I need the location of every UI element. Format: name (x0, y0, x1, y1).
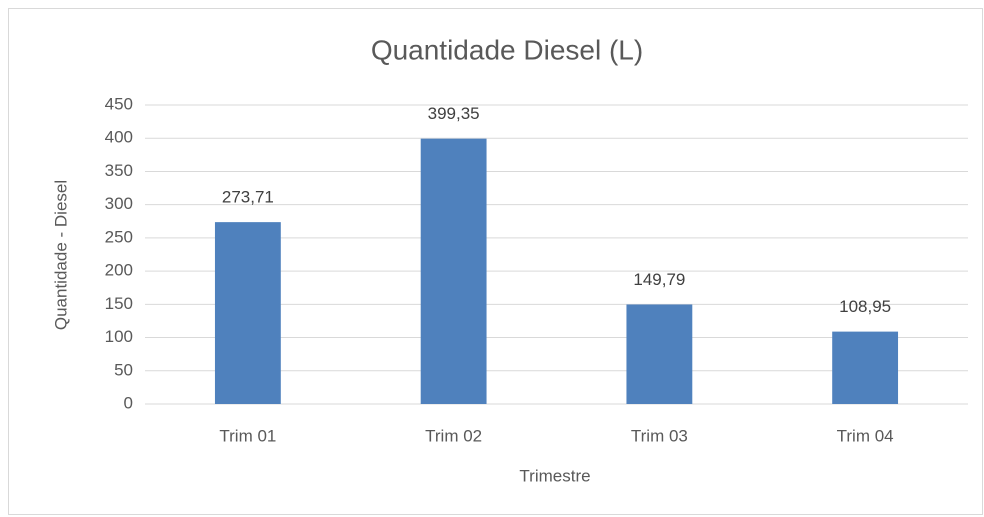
data-label: 108,95 (839, 297, 891, 316)
chart-border (8, 8, 983, 515)
data-label: 399,35 (428, 104, 480, 123)
y-axis-title: Quantidade - Diesel (51, 180, 70, 330)
bar (420, 138, 487, 404)
y-tick-label: 250 (105, 227, 133, 246)
chart-title: Quantidade Diesel (L) (371, 34, 643, 65)
x-tick-label: Trim 03 (631, 426, 688, 445)
y-tick-label: 150 (105, 294, 133, 313)
x-tick-label: Trim 04 (837, 426, 894, 445)
y-tick-label: 0 (124, 393, 133, 412)
x-tick-label: Trim 02 (425, 426, 482, 445)
y-tick-label: 350 (105, 161, 133, 180)
y-tick-label: 100 (105, 327, 133, 346)
data-label: 273,71 (222, 188, 274, 207)
bar (832, 331, 899, 404)
y-tick-label: 400 (105, 128, 133, 147)
y-tick-label: 300 (105, 194, 133, 213)
x-tick-label: Trim 01 (219, 426, 276, 445)
bar (626, 304, 693, 404)
data-label: 149,79 (633, 270, 685, 289)
y-tick-label: 450 (105, 94, 133, 113)
y-tick-label: 200 (105, 261, 133, 280)
bar (214, 222, 281, 404)
y-tick-label: 50 (114, 360, 133, 379)
x-axis-title: Trimestre (519, 466, 590, 485)
